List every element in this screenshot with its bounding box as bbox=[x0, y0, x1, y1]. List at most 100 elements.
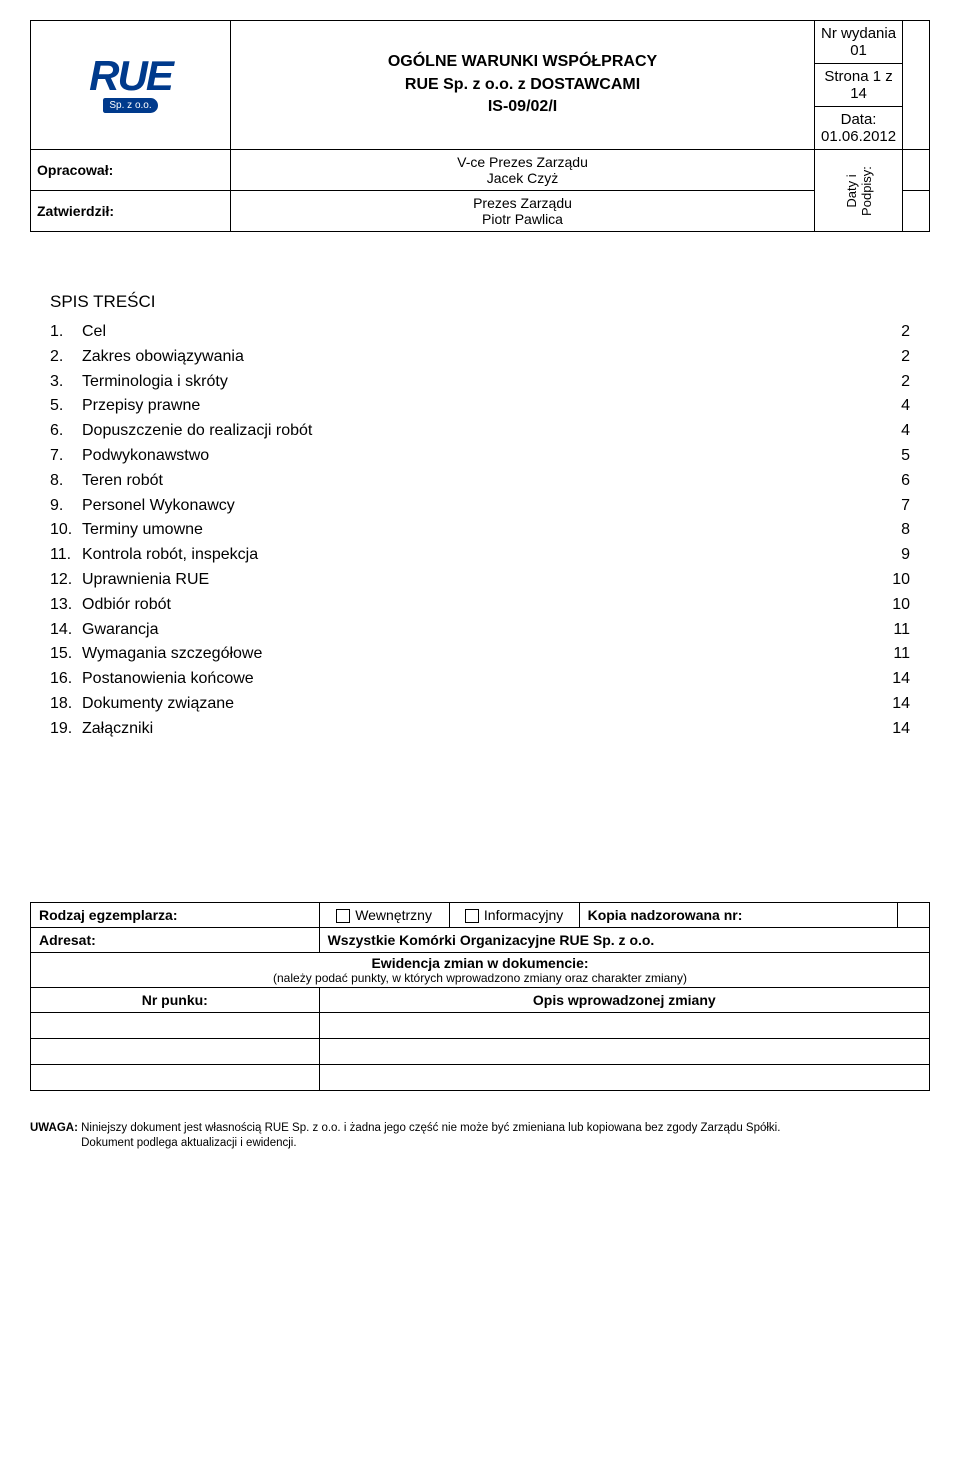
toc-item-label: Cel bbox=[82, 320, 880, 345]
toc-row: 9.Personel Wykonawcy7 bbox=[50, 494, 910, 519]
toc-row: 18.Dokumenty związane14 bbox=[50, 692, 910, 717]
toc-item-number: 1. bbox=[50, 320, 82, 345]
copy-type-label: Rodzaj egzemplarza: bbox=[31, 902, 320, 927]
toc-item-label: Podwykonawstwo bbox=[82, 444, 880, 469]
toc-row: 15.Wymagania szczegółowe11 bbox=[50, 642, 910, 667]
approved-role: Prezes Zarządu bbox=[237, 195, 808, 211]
title-line-1: OGÓLNE WARUNKI WSPÓŁPRACY bbox=[237, 51, 808, 73]
toc-item-number: 13. bbox=[50, 593, 82, 618]
checkbox-icon[interactable] bbox=[336, 909, 350, 923]
toc-item-label: Przepisy prawne bbox=[82, 394, 880, 419]
toc-row: 11.Kontrola robót, inspekcja9 bbox=[50, 543, 910, 568]
logo-sub-text: Sp. z o.o. bbox=[103, 98, 157, 113]
toc-item-label: Uprawnienia RUE bbox=[82, 568, 880, 593]
toc-item-page: 10 bbox=[880, 593, 910, 618]
table-of-contents: SPIS TREŚCI 1.Cel22.Zakres obowiązywania… bbox=[30, 292, 930, 742]
checkbox-icon[interactable] bbox=[465, 909, 479, 923]
toc-item-page: 4 bbox=[880, 394, 910, 419]
toc-item-label: Personel Wykonawcy bbox=[82, 494, 880, 519]
option-internal: Wewnętrzny bbox=[319, 902, 449, 927]
date-cell: Data: 01.06.2012 bbox=[815, 107, 903, 150]
copy-nr-value bbox=[898, 902, 930, 927]
toc-item-page: 7 bbox=[880, 494, 910, 519]
toc-row: 6.Dopuszczenie do realizacji robót4 bbox=[50, 419, 910, 444]
copy-nr-label: Kopia nadzorowana nr: bbox=[579, 902, 898, 927]
toc-row: 19.Załączniki14 bbox=[50, 717, 910, 742]
toc-item-page: 2 bbox=[880, 320, 910, 345]
toc-item-number: 16. bbox=[50, 667, 82, 692]
toc-item-label: Terminologia i skróty bbox=[82, 370, 880, 395]
toc-item-label: Odbiór robót bbox=[82, 593, 880, 618]
toc-row: 3.Terminologia i skróty2 bbox=[50, 370, 910, 395]
evidence-row bbox=[31, 1064, 930, 1090]
document-title-cell: OGÓLNE WARUNKI WSPÓŁPRACY RUE Sp. z o.o.… bbox=[231, 21, 815, 150]
toc-item-page: 8 bbox=[880, 518, 910, 543]
toc-item-label: Dokumenty związane bbox=[82, 692, 880, 717]
approved-name: Piotr Pawlica bbox=[237, 211, 808, 227]
toc-row: 2.Zakres obowiązywania2 bbox=[50, 345, 910, 370]
option-info: Informacyjny bbox=[449, 902, 579, 927]
evidence-subtitle: (należy podać punkty, w których wprowadz… bbox=[39, 971, 921, 985]
prepared-by-label: Opracował: bbox=[31, 150, 231, 191]
signature-cell-prepared bbox=[903, 150, 930, 191]
toc-item-page: 14 bbox=[880, 692, 910, 717]
logo-main-text: RUE bbox=[89, 57, 172, 95]
option-info-label: Informacyjny bbox=[484, 907, 563, 923]
prepared-name: Jacek Czyż bbox=[237, 170, 808, 186]
addressee-value: Wszystkie Komórki Organizacyjne RUE Sp. … bbox=[319, 927, 929, 952]
evidence-col-desc: Opis wprowadzonej zmiany bbox=[319, 987, 929, 1012]
toc-item-page: 5 bbox=[880, 444, 910, 469]
title-line-2: RUE Sp. z o.o. z DOSTAWCAMI bbox=[237, 74, 808, 96]
toc-item-page: 11 bbox=[880, 642, 910, 667]
toc-item-page: 11 bbox=[880, 618, 910, 643]
toc-item-label: Terminy umowne bbox=[82, 518, 880, 543]
footer-label: UWAGA: bbox=[30, 1122, 78, 1134]
toc-item-number: 8. bbox=[50, 469, 82, 494]
document-header-table: RUE Sp. z o.o. OGÓLNE WARUNKI WSPÓŁPRACY… bbox=[30, 20, 930, 232]
footer-line-1: Niniejszy dokument jest własnością RUE S… bbox=[81, 1122, 780, 1134]
toc-item-number: 2. bbox=[50, 345, 82, 370]
evidence-header-cell: Ewidencja zmian w dokumencie: (należy po… bbox=[31, 952, 930, 987]
toc-item-page: 9 bbox=[880, 543, 910, 568]
toc-item-number: 3. bbox=[50, 370, 82, 395]
toc-item-number: 7. bbox=[50, 444, 82, 469]
edition-cell: Nr wydania 01 bbox=[815, 21, 903, 64]
toc-item-number: 6. bbox=[50, 419, 82, 444]
toc-row: 5.Przepisy prawne4 bbox=[50, 394, 910, 419]
sig-label-1: Daty i bbox=[844, 174, 859, 207]
approved-by-value: Prezes Zarządu Piotr Pawlica bbox=[231, 191, 815, 232]
footer-note: UWAGA: Niniejszy dokument jest własności… bbox=[30, 1121, 930, 1151]
toc-item-number: 10. bbox=[50, 518, 82, 543]
toc-row: 1.Cel2 bbox=[50, 320, 910, 345]
prepared-by-value: V-ce Prezes Zarządu Jacek Czyż bbox=[231, 150, 815, 191]
toc-row: 16.Postanowienia końcowe14 bbox=[50, 667, 910, 692]
approved-by-label: Zatwierdził: bbox=[31, 191, 231, 232]
toc-item-number: 14. bbox=[50, 618, 82, 643]
toc-row: 10.Terminy umowne8 bbox=[50, 518, 910, 543]
toc-item-label: Dopuszczenie do realizacji robót bbox=[82, 419, 880, 444]
toc-item-label: Gwarancja bbox=[82, 618, 880, 643]
toc-item-page: 14 bbox=[880, 717, 910, 742]
toc-item-number: 18. bbox=[50, 692, 82, 717]
metadata-table: Rodzaj egzemplarza: Wewnętrzny Informacy… bbox=[30, 902, 930, 1091]
toc-row: 7.Podwykonawstwo5 bbox=[50, 444, 910, 469]
logo-cell: RUE Sp. z o.o. bbox=[31, 21, 231, 150]
toc-item-page: 10 bbox=[880, 568, 910, 593]
toc-item-page: 2 bbox=[880, 345, 910, 370]
toc-item-label: Kontrola robót, inspekcja bbox=[82, 543, 880, 568]
toc-item-number: 15. bbox=[50, 642, 82, 667]
toc-item-number: 19. bbox=[50, 717, 82, 742]
toc-item-page: 4 bbox=[880, 419, 910, 444]
logo: RUE Sp. z o.o. bbox=[89, 57, 172, 113]
toc-heading: SPIS TREŚCI bbox=[50, 292, 910, 312]
prepared-role: V-ce Prezes Zarządu bbox=[237, 154, 808, 170]
footer-line-2: Dokument podlega aktualizacji i ewidencj… bbox=[81, 1137, 296, 1149]
toc-item-number: 11. bbox=[50, 543, 82, 568]
title-line-3: IS-09/02/I bbox=[237, 96, 808, 118]
addressee-label: Adresat: bbox=[31, 927, 320, 952]
toc-item-label: Teren robót bbox=[82, 469, 880, 494]
evidence-title: Ewidencja zmian w dokumencie: bbox=[39, 955, 921, 971]
evidence-row bbox=[31, 1038, 930, 1064]
evidence-row bbox=[31, 1012, 930, 1038]
page-cell: Strona 1 z 14 bbox=[815, 64, 903, 107]
